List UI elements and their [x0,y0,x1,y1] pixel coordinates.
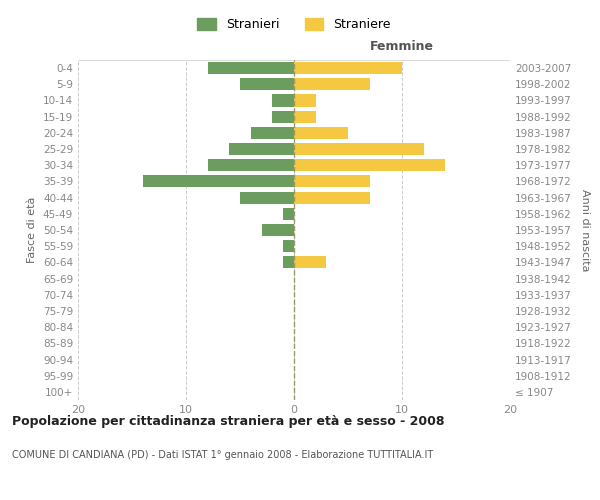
Bar [294,110,316,122]
Bar [294,143,424,155]
Bar [294,62,402,74]
Text: Popolazione per cittadinanza straniera per età e sesso - 2008: Popolazione per cittadinanza straniera p… [12,415,445,428]
Bar [262,224,294,236]
Text: Femmine: Femmine [370,40,434,53]
Y-axis label: Fasce di età: Fasce di età [28,197,37,263]
Bar [294,127,348,139]
Bar [208,159,294,172]
Legend: Stranieri, Straniere: Stranieri, Straniere [192,13,396,36]
Bar [283,256,294,268]
Bar [208,62,294,74]
Bar [283,208,294,220]
Bar [294,192,370,203]
Bar [272,110,294,122]
Bar [272,94,294,106]
Bar [294,94,316,106]
Bar [143,176,294,188]
Bar [294,159,445,172]
Bar [229,143,294,155]
Y-axis label: Anni di nascita: Anni di nascita [580,188,590,271]
Bar [294,176,370,188]
Bar [294,256,326,268]
Bar [294,78,370,90]
Bar [251,127,294,139]
Bar [283,240,294,252]
Bar [240,78,294,90]
Text: COMUNE DI CANDIANA (PD) - Dati ISTAT 1° gennaio 2008 - Elaborazione TUTTITALIA.I: COMUNE DI CANDIANA (PD) - Dati ISTAT 1° … [12,450,433,460]
Bar [240,192,294,203]
